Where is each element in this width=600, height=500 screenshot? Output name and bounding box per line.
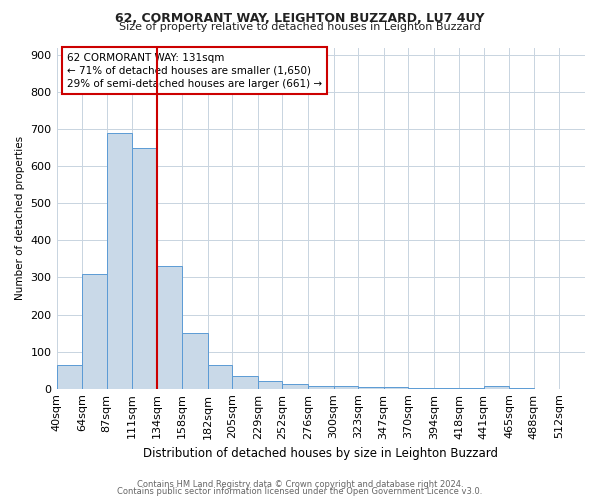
Text: 62, CORMORANT WAY, LEIGHTON BUZZARD, LU7 4UY: 62, CORMORANT WAY, LEIGHTON BUZZARD, LU7… <box>115 12 485 26</box>
Text: Size of property relative to detached houses in Leighton Buzzard: Size of property relative to detached ho… <box>119 22 481 32</box>
Bar <box>334 386 358 388</box>
Bar <box>107 133 132 388</box>
Bar <box>232 376 258 388</box>
Text: 62 CORMORANT WAY: 131sqm
← 71% of detached houses are smaller (1,650)
29% of sem: 62 CORMORANT WAY: 131sqm ← 71% of detach… <box>67 52 322 89</box>
Text: Contains public sector information licensed under the Open Government Licence v3: Contains public sector information licen… <box>118 488 482 496</box>
Bar <box>56 366 82 388</box>
Bar <box>258 382 283 388</box>
Bar <box>383 387 408 388</box>
Bar <box>82 274 107 388</box>
Text: Contains HM Land Registry data © Crown copyright and database right 2024.: Contains HM Land Registry data © Crown c… <box>137 480 463 489</box>
Bar <box>283 384 308 388</box>
Y-axis label: Number of detached properties: Number of detached properties <box>15 136 25 300</box>
Bar <box>358 387 383 388</box>
Bar <box>132 148 157 388</box>
Bar <box>308 386 334 388</box>
Bar <box>157 266 182 388</box>
Bar <box>182 333 208 388</box>
Bar <box>208 366 232 388</box>
Bar <box>484 386 509 388</box>
X-axis label: Distribution of detached houses by size in Leighton Buzzard: Distribution of detached houses by size … <box>143 447 498 460</box>
